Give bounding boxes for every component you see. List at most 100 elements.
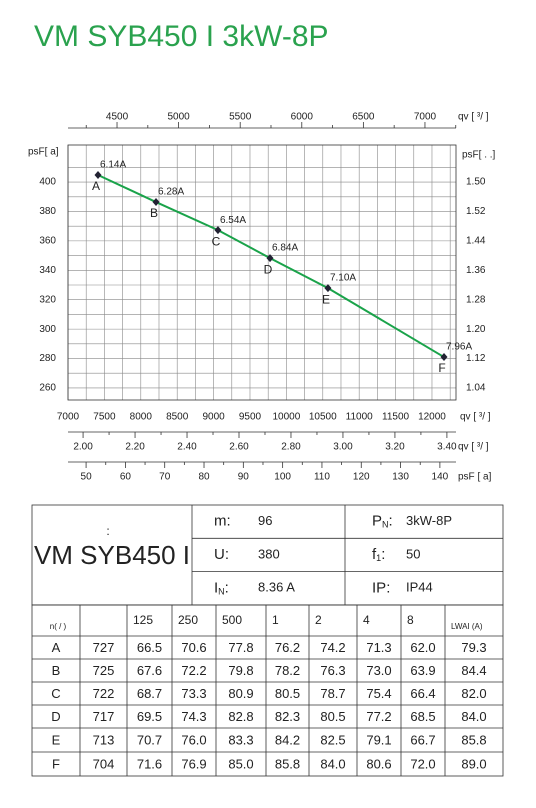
x-tick-label: 7500 (93, 412, 116, 423)
axis-tick-label: 90 (238, 472, 250, 483)
table-cell: 70.6 (181, 640, 206, 655)
table-cell: 84.2 (275, 732, 300, 747)
table-header: 125 (133, 613, 153, 627)
table-cell: 74.3 (181, 709, 206, 724)
y-tick-label: 340 (39, 265, 56, 276)
axis-tick-label: 2.40 (177, 442, 197, 453)
x-tick-label: 12000 (418, 412, 446, 423)
axis-tick-label: 3.20 (385, 442, 405, 453)
table-header: 250 (178, 613, 198, 627)
spec-sep: : (225, 546, 229, 563)
spec-value: 380 (258, 546, 280, 561)
table-cell: 84.4 (461, 663, 486, 678)
y-tick-label: 320 (39, 294, 56, 305)
y-tick-label: 260 (39, 383, 56, 394)
table-cell: 74.2 (320, 640, 345, 655)
table-cell: 713 (93, 732, 115, 747)
table-cell: 67.6 (137, 663, 162, 678)
axis-label: psF [ a] (458, 472, 492, 483)
x-axis-label: qv [ ³/ ] (460, 412, 491, 423)
table-cell: 84.0 (320, 756, 345, 771)
spec-label-main: m (214, 513, 227, 530)
axis-label: qv [ ³/ ] (458, 112, 489, 123)
data-label: 6.28A (158, 187, 184, 198)
spec-label-sub: N (218, 587, 225, 597)
axis-tick-label: 6500 (352, 112, 375, 123)
table-cell: 89.0 (461, 756, 486, 771)
table-cell: A (52, 640, 61, 655)
spec-label-main: f (372, 546, 377, 563)
table-cell: 69.5 (137, 709, 162, 724)
table-cell: 73.3 (181, 686, 206, 701)
point (440, 353, 448, 362)
y2-tick-label: 1.12 (466, 353, 486, 364)
spec-value: 8.36 A (258, 580, 295, 595)
spec-label: U: (214, 546, 229, 563)
spec-value: 3kW-8P (406, 513, 452, 528)
table-cell: 72.2 (181, 663, 206, 678)
table-cell: C (51, 686, 60, 701)
axis-tick-label: 5500 (229, 112, 252, 123)
point-label: C (212, 234, 221, 248)
y2-tick-label: 1.52 (466, 206, 486, 217)
point (152, 198, 160, 207)
spec-model: VM SYB450 I (34, 540, 190, 570)
spec-label-sub: 1 (376, 553, 381, 563)
spec-colon: : (106, 524, 109, 538)
data-label: 7.96A (446, 342, 472, 353)
y-tick-label: 400 (39, 177, 56, 188)
y-tick-label: 380 (39, 206, 56, 217)
table-cell: 72.0 (410, 756, 435, 771)
y-axis-label: psF[ a] (28, 147, 59, 158)
axis-tick-label: 130 (392, 472, 409, 483)
x-tick-label: 9000 (202, 412, 225, 423)
axis-tick-label: 120 (353, 472, 370, 483)
title: VM SYB450 I 3kW-8P (34, 20, 329, 53)
data-label: 6.84A (272, 243, 298, 254)
plot-frame (67, 144, 457, 401)
y-tick-label: 360 (39, 236, 56, 247)
spec-label: IN: (214, 579, 229, 596)
y2-axis-label: psF[ . .] (462, 150, 496, 161)
point (214, 226, 222, 235)
table-cell: 79.8 (228, 663, 253, 678)
table-header: LWAI (A) (451, 622, 483, 631)
data-label: 7.10A (330, 273, 356, 284)
x-tick-label: 8500 (166, 412, 189, 423)
spec-sep: : (381, 546, 385, 563)
axis-tick-label: 7000 (414, 112, 437, 123)
spec-label-main: U (214, 546, 225, 563)
table-header: n( / ) (50, 622, 67, 631)
y2-tick-label: 1.20 (466, 324, 486, 335)
spec-value: 96 (258, 513, 272, 528)
y2-tick-label: 1.28 (466, 294, 486, 305)
table-cell: 78.2 (275, 663, 300, 678)
spec-label: f1: (372, 546, 385, 563)
spec-label-main: I (214, 579, 218, 596)
axis-tick-label: 50 (81, 472, 93, 483)
table-cell: 82.3 (275, 709, 300, 724)
axis-tick-label: 2.00 (73, 442, 93, 453)
spec-label-main: IP (372, 579, 386, 596)
table-cell: 75.4 (366, 686, 391, 701)
table-cell: E (52, 732, 61, 747)
y2-tick-label: 1.04 (466, 383, 486, 394)
spec-label: m: (214, 513, 231, 530)
table-cell: 80.9 (228, 686, 253, 701)
point-label: F (438, 361, 445, 375)
table-cell: 704 (93, 756, 115, 771)
data-label: 6.54A (220, 215, 246, 226)
axis-tick-label: 80 (198, 472, 210, 483)
table-cell: 85.0 (228, 756, 253, 771)
axis-tick-label: 110 (314, 472, 330, 483)
x-tick-label: 11500 (382, 412, 410, 423)
spec-label: IP: (372, 579, 390, 596)
table-cell: 66.5 (137, 640, 162, 655)
y2-tick-label: 1.50 (466, 177, 486, 188)
point-label: B (150, 206, 158, 220)
spec-sep: : (386, 579, 390, 596)
x-tick-label: 11000 (346, 412, 374, 423)
point (266, 254, 274, 263)
table-cell: 727 (93, 640, 115, 655)
